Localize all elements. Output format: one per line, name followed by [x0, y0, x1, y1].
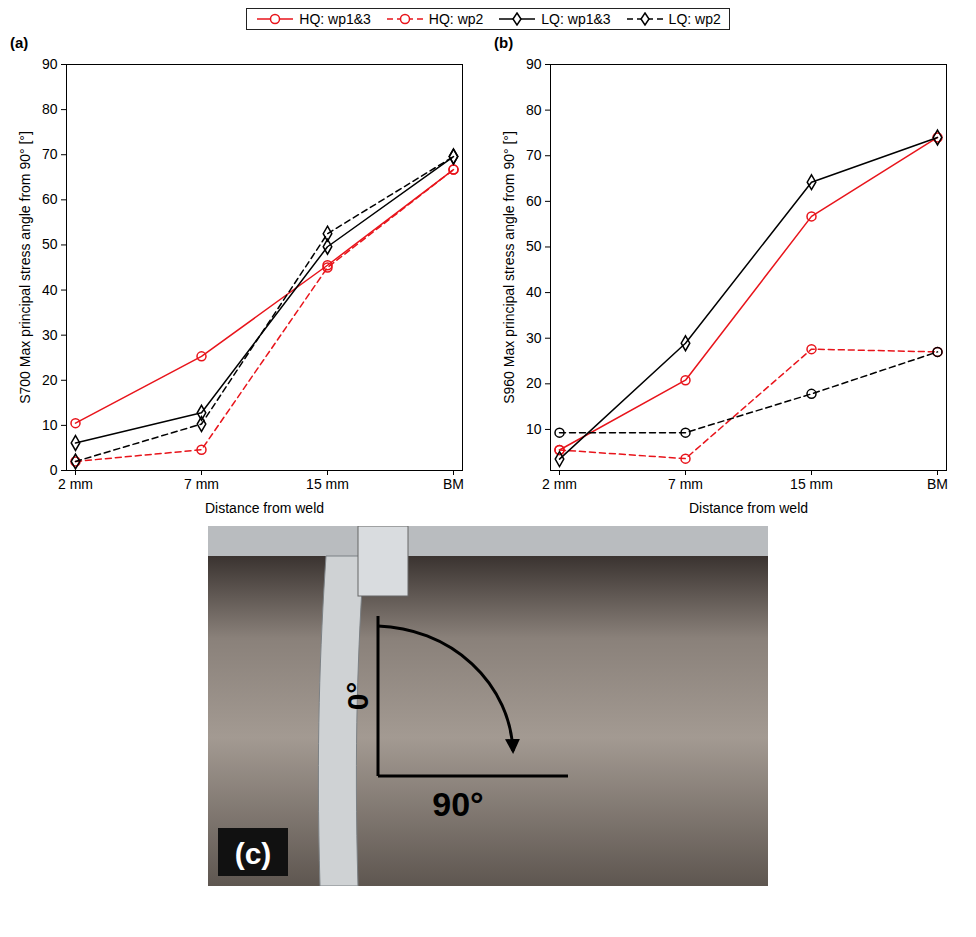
svg-text:BM: BM	[443, 476, 464, 492]
svg-text:S700 Max principal stress angl: S700 Max principal stress angle from 90°…	[17, 131, 33, 404]
svg-text:10: 10	[42, 417, 58, 433]
svg-text:(c): (c)	[235, 837, 272, 870]
svg-text:0°: 0°	[341, 682, 374, 711]
svg-text:20: 20	[42, 372, 58, 388]
svg-text:50: 50	[42, 236, 58, 252]
svg-text:7 mm: 7 mm	[668, 476, 703, 492]
svg-text:60: 60	[42, 191, 58, 207]
svg-text:30: 30	[526, 330, 542, 346]
html-text:LQ: wp2: LQ: wp2	[668, 11, 721, 27]
svg-text:7 mm: 7 mm	[184, 476, 219, 492]
svg-text:90°: 90°	[432, 785, 483, 823]
svg-text:S960 Max principal stress angl: S960 Max principal stress angle from 90°…	[501, 131, 517, 404]
svg-text:80: 80	[526, 102, 542, 118]
svg-text:15 mm: 15 mm	[790, 476, 833, 492]
svg-text:40: 40	[42, 282, 58, 298]
svg-text:Distance from weld: Distance from weld	[689, 500, 808, 516]
html-text:HQ: wp1&3: HQ: wp1&3	[299, 11, 371, 27]
svg-text:2 mm: 2 mm	[542, 476, 577, 492]
html-text:HQ: wp2: HQ: wp2	[428, 11, 484, 27]
svg-text:40: 40	[526, 284, 542, 300]
svg-text:BM: BM	[927, 476, 948, 492]
html-text:LQ: wp1&3: LQ: wp1&3	[541, 11, 611, 27]
svg-text:70: 70	[526, 147, 542, 163]
html-text:(a): (a)	[10, 34, 29, 51]
svg-text:60: 60	[526, 193, 542, 209]
svg-text:30: 30	[42, 327, 58, 343]
svg-text:Distance from weld: Distance from weld	[205, 500, 324, 516]
svg-text:90: 90	[526, 56, 542, 72]
svg-text:15 mm: 15 mm	[306, 476, 349, 492]
svg-text:20: 20	[526, 375, 542, 391]
html-text:(b): (b)	[494, 34, 514, 51]
svg-text:10: 10	[526, 421, 542, 437]
svg-text:0: 0	[50, 462, 58, 478]
svg-text:90: 90	[42, 56, 58, 72]
svg-text:70: 70	[42, 146, 58, 162]
svg-text:80: 80	[42, 101, 58, 117]
svg-text:2 mm: 2 mm	[58, 476, 93, 492]
svg-text:50: 50	[526, 238, 542, 254]
